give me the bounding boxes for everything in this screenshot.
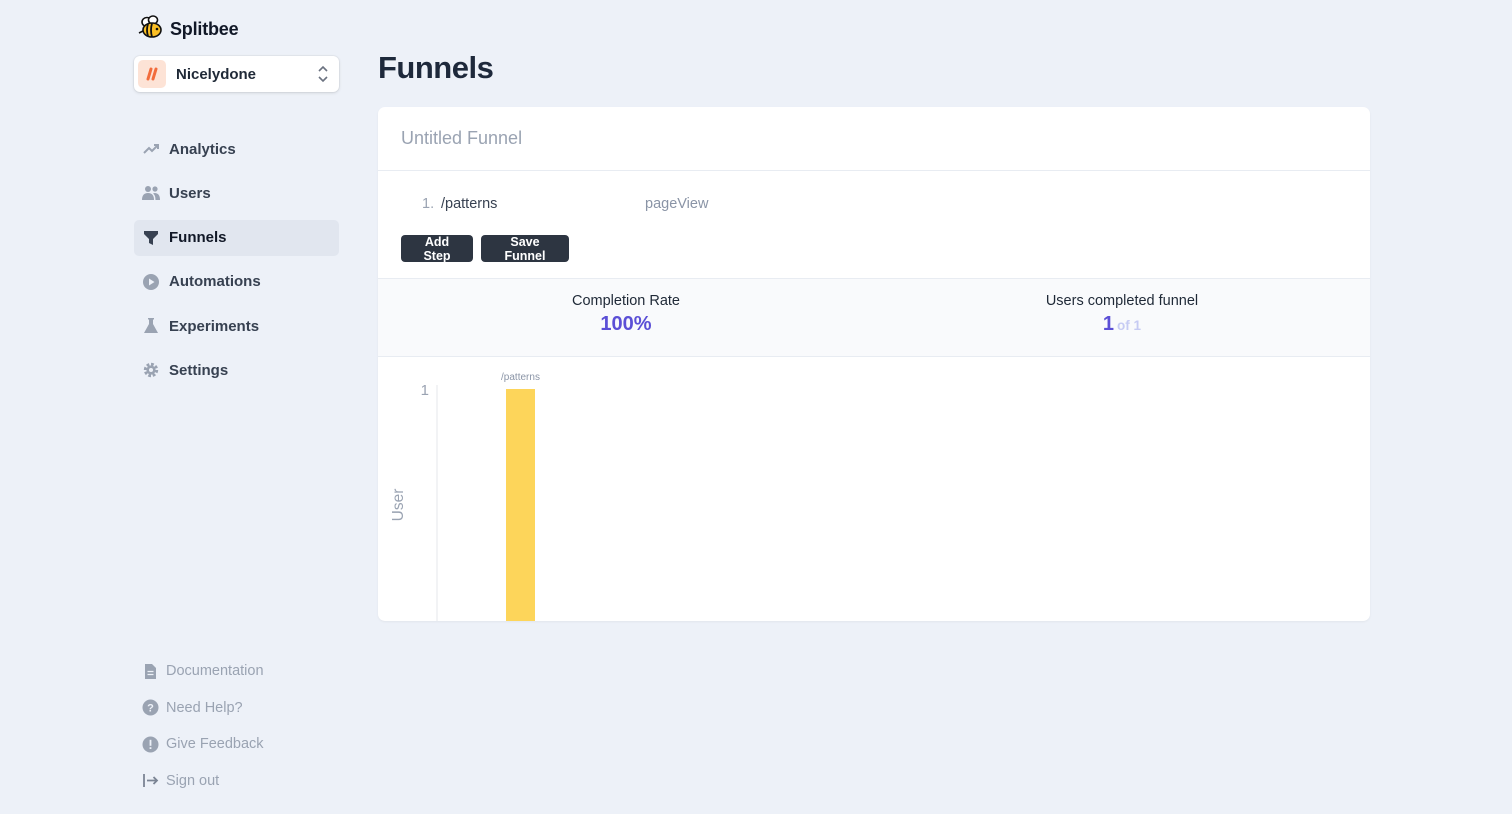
give-feedback-label: Give Feedback: [166, 736, 264, 753]
svg-text:?: ?: [147, 703, 154, 715]
play-circle-icon: [142, 273, 160, 291]
sidebar: Splitbee Nicelydone Analytics Users: [134, 0, 339, 814]
funnel-card: Untitled Funnel 1. /patterns pageView Ad…: [378, 107, 1370, 621]
users-icon: [142, 184, 160, 202]
sidebar-item-label: Analytics: [169, 140, 236, 158]
sidebar-item-label: Settings: [169, 361, 229, 379]
users-completed-stat: Users completed funnel 1 of 1: [972, 293, 1272, 336]
sign-out-link[interactable]: Sign out: [142, 768, 264, 794]
sidebar-item-experiments[interactable]: Experiments: [134, 308, 339, 344]
funnel-header: Untitled Funnel: [378, 107, 1370, 171]
completion-rate-value: 100%: [600, 313, 652, 335]
bee-icon: [138, 14, 164, 45]
give-feedback-link[interactable]: Give Feedback: [142, 731, 264, 757]
funnel-chart: 1 User/patterns: [378, 357, 1370, 621]
sidebar-item-label: Funnels: [169, 229, 227, 247]
users-completed-label: Users completed funnel: [1045, 293, 1199, 309]
bar-label: /patterns: [501, 372, 540, 383]
funnel-bar: [506, 389, 535, 621]
sidebar-item-settings[interactable]: Settings: [134, 352, 339, 388]
step-path: /patterns: [441, 196, 498, 212]
sidebar-nav: Analytics Users Funnels Automations Expe…: [134, 131, 339, 397]
users-completed-total: of 1: [1117, 318, 1142, 333]
step-type: pageView: [645, 196, 709, 212]
need-help-link[interactable]: ? Need Help?: [142, 695, 264, 721]
documentation-label: Documentation: [166, 663, 264, 679]
funnel-name[interactable]: Untitled Funnel: [401, 128, 523, 148]
sidebar-item-label: Automations: [169, 273, 261, 291]
chevron-up-down-icon: [318, 65, 328, 83]
sidebar-item-users[interactable]: Users: [134, 175, 339, 211]
y-tick-label: 1: [421, 382, 429, 399]
step-number: 1.: [422, 196, 435, 212]
sidebar-item-automations[interactable]: Automations: [134, 264, 339, 300]
users-completed-value: 1: [1102, 313, 1115, 335]
question-circle-icon: ?: [142, 699, 159, 716]
need-help-label: Need Help?: [166, 699, 243, 716]
funnel-bar-chart: 1 User/patterns: [390, 372, 540, 621]
completion-rate-stat: Completion Rate 100%: [476, 293, 776, 336]
funnel-steps: 1. /patterns pageView Add Step Save Funn…: [378, 171, 1370, 279]
y-axis-title: User: [390, 489, 407, 522]
sign-out-icon: [142, 772, 159, 789]
document-icon: [142, 663, 159, 680]
app-name: Splitbee: [170, 19, 239, 39]
completion-rate-label: Completion Rate: [572, 293, 680, 309]
save-funnel-button[interactable]: Save Funnel: [481, 235, 569, 263]
sidebar-item-label: Users: [169, 184, 211, 202]
app-logo[interactable]: Splitbee: [138, 14, 239, 45]
project-avatar: [138, 60, 166, 88]
gear-icon: [142, 361, 160, 379]
funnel-stats: Completion Rate 100% Users completed fun…: [378, 279, 1370, 357]
exclamation-circle-icon: [142, 736, 159, 753]
sidebar-footer-nav: Documentation ? Need Help? Give Feedback…: [142, 658, 264, 804]
sidebar-item-funnels[interactable]: Funnels: [134, 219, 339, 256]
project-name: Nicelydone: [176, 65, 257, 83]
funnel-step[interactable]: 1. /patterns pageView: [422, 196, 708, 212]
sign-out-label: Sign out: [166, 772, 220, 789]
flask-icon: [142, 317, 160, 335]
documentation-link[interactable]: Documentation: [142, 658, 264, 684]
sidebar-item-label: Experiments: [169, 317, 260, 335]
users-completed-value-wrap: 1 of 1: [972, 313, 1272, 336]
page-title: Funnels: [378, 50, 494, 85]
sidebar-item-analytics[interactable]: Analytics: [134, 131, 339, 167]
project-logo-icon: [146, 67, 158, 81]
add-step-button[interactable]: Add Step: [401, 235, 473, 263]
trending-up-icon: [142, 140, 160, 158]
funnel-icon: [142, 229, 160, 247]
project-selector[interactable]: Nicelydone: [134, 56, 339, 92]
